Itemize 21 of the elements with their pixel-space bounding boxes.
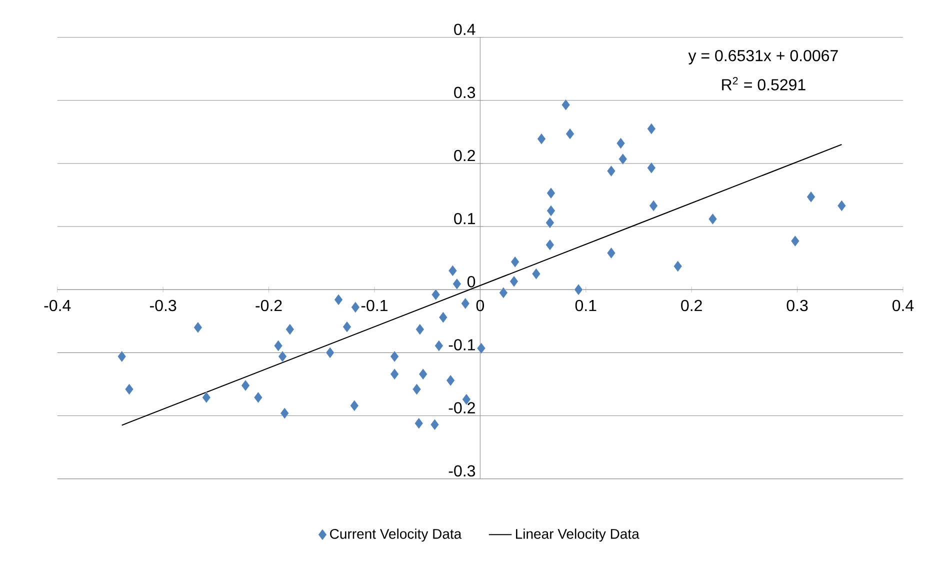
y-tick-label: 0 <box>467 276 476 288</box>
annotation: y = 0.6531x + 0.0067 <box>688 50 838 65</box>
y-tick-label: 0.4 <box>454 24 476 36</box>
annotation: R$^{2}$ = 0.5291 <box>722 77 806 91</box>
y-tick-label: 0.2 <box>454 150 475 162</box>
x-tick-label: -0.2 <box>256 300 282 312</box>
y-tick-label: -0.1 <box>448 339 475 351</box>
x-tick-label: -0.1 <box>361 300 388 312</box>
y-tick-label: -0.2 <box>448 402 475 414</box>
x-tick-label: -0.4 <box>44 300 71 312</box>
y-tick-label: -0.3 <box>448 465 476 477</box>
x-tick-label: 0.1 <box>575 300 596 312</box>
y-tick-label: 0.1 <box>454 213 475 224</box>
x-tick-label: -0.3 <box>150 300 176 312</box>
x-tick-label: 0.3 <box>786 300 808 312</box>
x-tick-label: 0.4 <box>892 300 914 312</box>
legend-label: Linear Velocity Data <box>516 528 640 542</box>
y-tick-label: 0.3 <box>454 87 476 98</box>
x-tick-label: 0.2 <box>681 300 702 312</box>
x-tick-label: 0 <box>476 300 484 312</box>
legend-label: Current Velocity Data <box>330 528 462 542</box>
